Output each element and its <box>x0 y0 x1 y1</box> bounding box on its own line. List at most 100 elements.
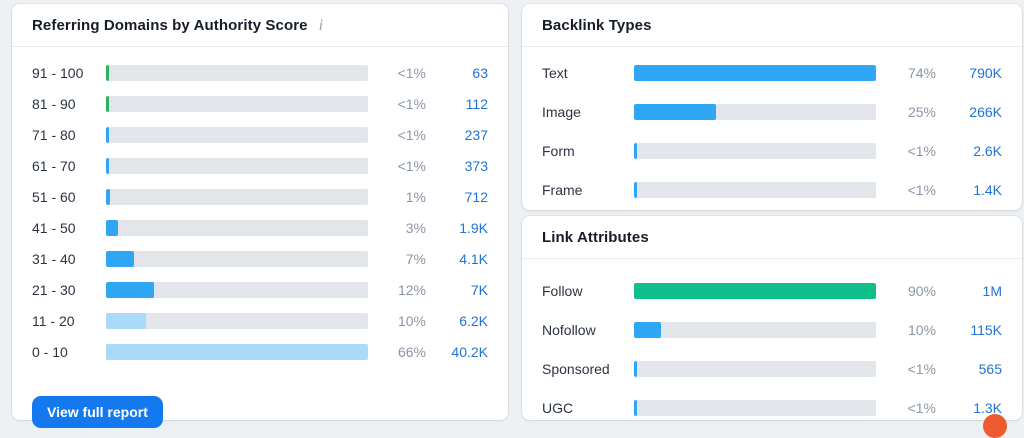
bar-track <box>106 189 368 205</box>
bar-track <box>634 361 876 377</box>
bar-fill <box>634 182 637 198</box>
bar-track <box>106 158 368 174</box>
backlink-types-card: Backlink Types Text 74% 790K Image 25% 266K Fo… <box>522 4 1022 210</box>
row-label: 21 - 30 <box>32 282 76 298</box>
bar-fill <box>634 104 716 120</box>
referring-domains-header: Referring Domains by Authority Score i <box>12 4 508 47</box>
count-link[interactable]: 266K <box>969 104 1002 120</box>
row-label: Frame <box>542 182 583 198</box>
count-link[interactable]: 63 <box>472 65 488 81</box>
percent-value: <1% <box>907 182 936 198</box>
authority-score-bars: 91 - 100 <1% 63 81 - 90 <1% 112 71 - 80 <1% 237 6… <box>12 47 508 360</box>
percent-value: 66% <box>397 344 426 360</box>
row-label: 11 - 20 <box>32 313 75 329</box>
percent-value: <1% <box>397 127 426 143</box>
bar-fill <box>634 361 637 377</box>
count-link[interactable]: 40.2K <box>451 344 488 360</box>
bar-row: Nofollow 10% 115K <box>542 322 1002 338</box>
bar-row: Image 25% 266K <box>542 104 1002 120</box>
percent-value: 90% <box>907 283 936 299</box>
floating-widget-button[interactable] <box>983 414 1007 438</box>
percent-value: 3% <box>405 220 426 236</box>
bar-row: Frame <1% 1.4K <box>542 182 1002 198</box>
bar-fill <box>106 158 109 174</box>
row-label: Sponsored <box>542 361 610 377</box>
backlinks-dashboard: { "colors": { "blue": "#2EA6F4", "light_… <box>12 4 1022 438</box>
percent-value: 25% <box>907 104 936 120</box>
bar-track <box>106 344 368 360</box>
count-link[interactable]: 1.4K <box>973 182 1002 198</box>
count-link[interactable]: 237 <box>464 127 488 143</box>
backlink-types-title: Backlink Types <box>542 17 652 34</box>
row-label: UGC <box>542 400 574 416</box>
bar-row: Text 74% 790K <box>542 65 1002 81</box>
bar-track <box>106 127 368 143</box>
count-link[interactable]: 790K <box>969 65 1002 81</box>
bar-row: 81 - 90 <1% 112 <box>32 96 488 112</box>
bar-row: 61 - 70 <1% 373 <box>32 158 488 174</box>
percent-value: <1% <box>907 361 936 377</box>
percent-value: <1% <box>907 143 936 159</box>
bar-row: 71 - 80 <1% 237 <box>32 127 488 143</box>
bar-fill <box>106 65 109 81</box>
percent-value: 10% <box>907 322 936 338</box>
count-link[interactable]: 115K <box>970 322 1002 338</box>
count-link[interactable]: 2.6K <box>973 143 1002 159</box>
percent-value: 7% <box>405 251 426 267</box>
bar-fill <box>106 189 110 205</box>
bar-row: 21 - 30 12% 7K <box>32 282 488 298</box>
bar-fill <box>106 313 146 329</box>
bar-row: Form <1% 2.6K <box>542 143 1002 159</box>
row-label: 91 - 100 <box>32 65 84 81</box>
row-label: 81 - 90 <box>32 96 76 112</box>
bar-track <box>634 143 876 159</box>
count-link[interactable]: 1.9K <box>459 220 488 236</box>
bar-track <box>106 251 368 267</box>
bar-track <box>106 313 368 329</box>
bar-row: Sponsored <1% 565 <box>542 361 1002 377</box>
count-link[interactable]: 6.2K <box>459 313 488 329</box>
bar-row: 51 - 60 1% 712 <box>32 189 488 205</box>
count-link[interactable]: 4.1K <box>459 251 488 267</box>
count-link[interactable]: 712 <box>464 189 488 205</box>
count-link[interactable]: 7K <box>470 282 488 298</box>
row-label: Form <box>542 143 575 159</box>
bar-fill <box>106 127 109 143</box>
bar-track <box>634 400 876 416</box>
row-label: Image <box>542 104 581 120</box>
percent-value: 1% <box>405 189 426 205</box>
bar-row: 11 - 20 10% 6.2K <box>32 313 488 329</box>
count-link[interactable]: 1M <box>982 283 1002 299</box>
bar-track <box>106 65 368 81</box>
row-label: Nofollow <box>542 322 596 338</box>
percent-value: <1% <box>397 96 426 112</box>
percent-value: <1% <box>907 400 936 416</box>
bar-track <box>106 96 368 112</box>
link-attributes-card: Link Attributes Follow 90% 1M Nofollow 10% 11… <box>522 216 1022 420</box>
row-label: 61 - 70 <box>32 158 76 174</box>
percent-value: 74% <box>907 65 936 81</box>
count-link[interactable]: 373 <box>464 158 488 174</box>
bar-track <box>634 283 876 299</box>
bar-fill <box>106 220 118 236</box>
bar-row: UGC <1% 1.3K <box>542 400 1002 416</box>
bar-fill <box>106 282 154 298</box>
view-full-report-button[interactable]: View full report <box>32 396 163 428</box>
row-label: 0 - 10 <box>32 344 68 360</box>
count-link[interactable]: 112 <box>465 96 488 112</box>
bar-fill <box>106 96 109 112</box>
backlink-types-header: Backlink Types <box>522 4 1022 47</box>
referring-domains-card: Referring Domains by Authority Score i 9… <box>12 4 508 428</box>
bar-row: 91 - 100 <1% 63 <box>32 65 488 81</box>
bar-row: 0 - 10 66% 40.2K <box>32 344 488 360</box>
percent-value: 10% <box>397 313 426 329</box>
bar-track <box>634 182 876 198</box>
count-link[interactable]: 1.3K <box>973 400 1002 416</box>
bar-track <box>634 104 876 120</box>
count-link[interactable]: 565 <box>978 361 1002 377</box>
row-label: Text <box>542 65 568 81</box>
bar-fill <box>634 65 876 81</box>
bar-fill <box>106 344 368 360</box>
info-icon[interactable]: i <box>318 16 324 34</box>
link-attributes-title: Link Attributes <box>542 229 649 246</box>
